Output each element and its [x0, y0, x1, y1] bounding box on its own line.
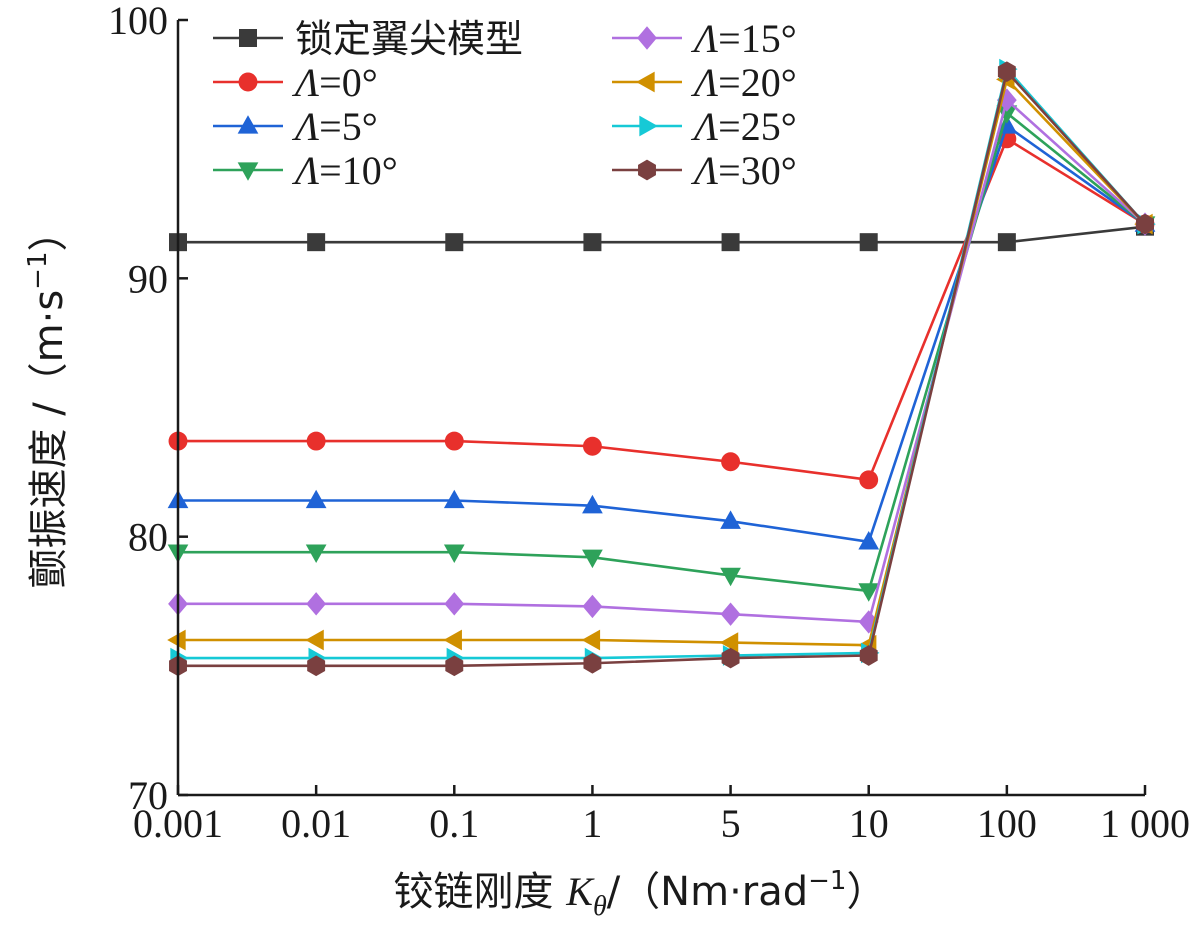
- data-point: [721, 647, 740, 669]
- data-point: [858, 531, 880, 550]
- legend-entry: Λ=5°: [213, 104, 378, 149]
- data-point: [582, 594, 603, 619]
- legend-label: Λ=20°: [690, 60, 797, 105]
- y-axis-title-main: 颤振速度 /（m·s: [26, 290, 72, 589]
- y-tick-label: 100: [108, 0, 168, 43]
- legend-marker: [238, 72, 258, 92]
- data-point: [305, 544, 327, 563]
- data-point: [443, 544, 465, 563]
- data-point: [307, 233, 326, 252]
- legend-entry: Λ=15°: [612, 16, 797, 61]
- x-tick-label: 0.001: [133, 801, 223, 846]
- data-point: [721, 233, 740, 252]
- x-axis-title-exponent: −1: [808, 866, 846, 896]
- x-axis-title-main: 铰链刚度: [394, 869, 567, 915]
- legend-entry: Λ=30°: [612, 148, 797, 193]
- data-point: [1136, 213, 1154, 235]
- legend-marker: [237, 162, 259, 181]
- series-line: [178, 97, 1146, 624]
- series-line: [178, 110, 1146, 593]
- data-point: [859, 470, 879, 490]
- series-7: [169, 61, 1154, 677]
- data-point: [583, 652, 602, 674]
- legend-label: Λ=10°: [291, 148, 398, 193]
- data-point: [305, 489, 327, 509]
- data-point: [582, 549, 603, 569]
- y-tick-label: 90: [128, 256, 168, 301]
- y-axis-title-exponent: −1: [23, 251, 53, 289]
- x-tick-label: 1: [582, 801, 602, 846]
- x-tick-label: 0.01: [281, 801, 351, 846]
- legend-label: Λ=30°: [690, 148, 797, 193]
- data-point: [306, 592, 327, 616]
- data-point: [859, 233, 878, 252]
- data-point: [719, 632, 739, 653]
- legend-label: Λ=25°: [690, 104, 797, 149]
- x-tick-label: 10: [849, 801, 889, 846]
- data-point: [720, 510, 741, 529]
- x-tick-label: 5: [721, 801, 741, 846]
- legend-label: Λ=5°: [291, 104, 378, 149]
- data-point: [167, 629, 186, 651]
- data-point: [996, 105, 1018, 124]
- legend-marker: [239, 29, 257, 47]
- data-point: [582, 494, 603, 514]
- legend-marker: [639, 115, 658, 137]
- y-tick-label: 80: [128, 515, 168, 560]
- x-axis-title-unit: /（Nm·rad: [607, 869, 808, 915]
- y-axis-title: 颤振速度 /（m·s−1）: [23, 211, 72, 588]
- legend-entry: Λ=25°: [612, 104, 797, 149]
- legend-entry: Λ=10°: [213, 148, 398, 193]
- data-point: [445, 233, 464, 252]
- legend-label: Λ=15°: [690, 16, 797, 61]
- data-point: [858, 583, 880, 602]
- data-point: [444, 431, 464, 451]
- legend-marker: [638, 159, 656, 181]
- data-point: [307, 655, 326, 677]
- data-point: [997, 233, 1016, 252]
- legend-label: Λ=0°: [291, 60, 378, 105]
- data-point: [720, 567, 741, 587]
- x-tick-label: 0.1: [429, 801, 479, 846]
- data-point: [582, 436, 602, 456]
- data-point: [305, 629, 324, 651]
- x-axis-title: 铰链刚度 Kθ/（Nm·rad−1）: [394, 866, 887, 922]
- legend-entry: 锁定翼尖模型: [213, 17, 523, 61]
- axes: 70 80 90 100 0.001 0.01 0.1 1 5 10 100 1 000: [108, 0, 1190, 846]
- data-point: [583, 233, 602, 252]
- data-point: [444, 592, 465, 616]
- y-axis-title-close: ）: [26, 211, 72, 251]
- series-line: [178, 68, 1146, 668]
- data-point: [443, 629, 462, 651]
- data-point: [859, 645, 878, 666]
- x-tick-label: 1 000: [1100, 801, 1190, 846]
- series-line: [178, 225, 1146, 244]
- legend-entry: Λ=20°: [612, 60, 797, 105]
- data-point: [997, 61, 1016, 83]
- data-point: [306, 431, 326, 451]
- series-0: [169, 217, 1154, 252]
- data-point: [443, 489, 465, 509]
- x-axis-title-subscript: θ: [593, 891, 607, 922]
- legend-entry: Λ=0°: [213, 60, 378, 105]
- x-axis-title-variable: K: [565, 869, 595, 914]
- legend-marker: [637, 26, 657, 50]
- x-tick-label: 100: [977, 801, 1037, 846]
- legend-marker: [636, 71, 655, 93]
- y-tick-label: 70: [128, 773, 168, 818]
- data-point: [445, 655, 464, 677]
- x-axis-title-close: ）: [846, 869, 886, 915]
- data-point: [721, 452, 741, 472]
- legend-marker: [237, 115, 259, 134]
- data-point: [581, 629, 601, 651]
- data-point: [720, 602, 741, 626]
- legend-label: 锁定翼尖模型: [295, 17, 523, 61]
